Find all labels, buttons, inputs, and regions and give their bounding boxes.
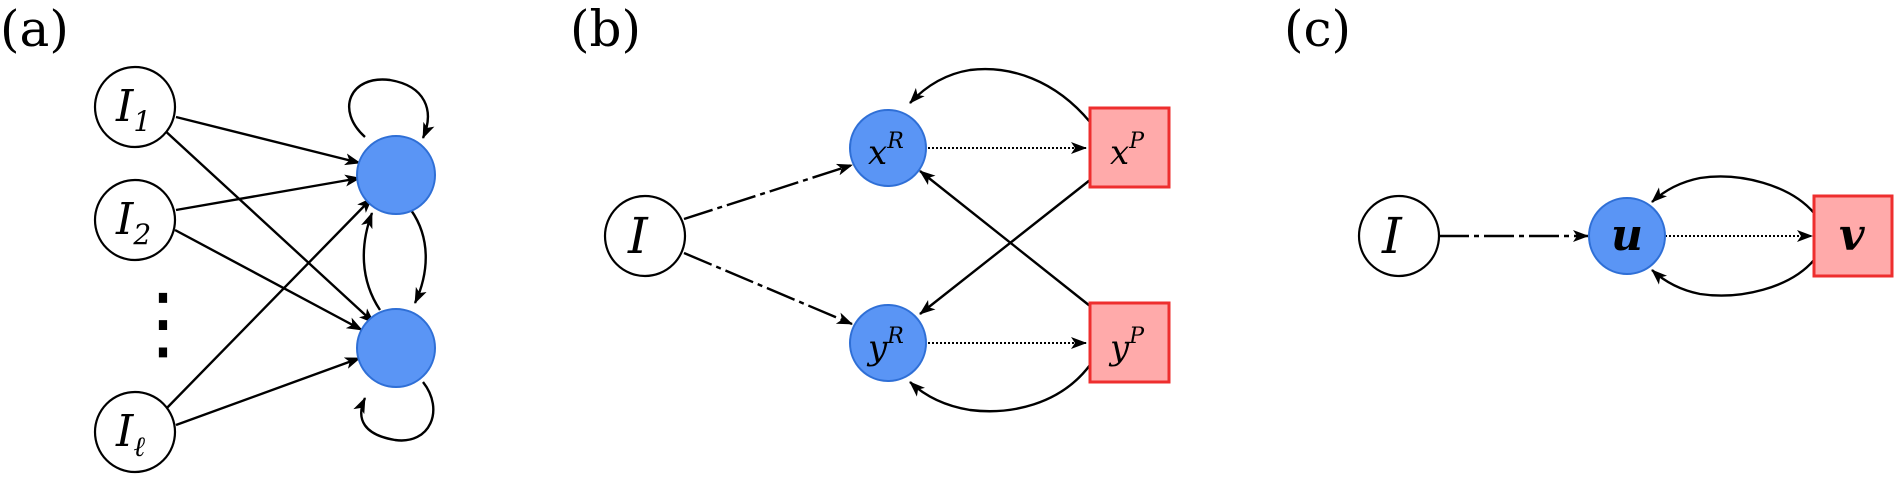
svg-text:I2: I2 (115, 194, 151, 251)
panel-a: (a) I1 I2 ⋮ Iℓ (0, 0, 436, 474)
svg-text:v: v (1839, 210, 1865, 261)
blue-node-bottom (356, 308, 436, 388)
node-u: u (1588, 197, 1666, 275)
svg-text:I1: I1 (115, 81, 151, 138)
edge-il-top (161, 197, 373, 414)
edge-i2-top (175, 174, 361, 212)
edge-yp-to-yr (909, 364, 1091, 413)
edge-xp-to-xr (909, 67, 1091, 123)
svg-text:xP: xP (1110, 129, 1145, 173)
panel-a-input-edges (161, 115, 375, 427)
node-xp: xP (1088, 106, 1171, 189)
edge-xp-to-yr (919, 179, 1091, 315)
svg-text:I: I (627, 207, 649, 265)
svg-text:xR: xR (868, 129, 904, 173)
panel-a-label: (a) (0, 0, 69, 58)
input-node-i2: I2 (93, 178, 177, 262)
svg-text:I: I (1381, 207, 1403, 265)
edge-v-to-u-top (1651, 175, 1815, 214)
panel-c: (c) I u v (1284, 0, 1894, 297)
node-yr: yR (849, 304, 927, 382)
blue-node-top (356, 135, 436, 215)
panel-c-label: (c) (1284, 0, 1351, 58)
svg-text:yP: yP (1108, 324, 1145, 368)
edge-i1-bottom (161, 127, 375, 324)
svg-text:u: u (1611, 210, 1643, 261)
edge-i-to-xr (683, 163, 853, 221)
node-v: v (1812, 194, 1894, 278)
edge-i1-top (175, 115, 361, 166)
input-node-i1: I1 (93, 65, 177, 149)
edge-bottom-to-top (361, 212, 381, 311)
edge-i-to-yr (683, 251, 853, 326)
input-node-b: I (603, 194, 687, 278)
ellipsis-dots: ⋮ (123, 276, 203, 369)
edge-top-to-bottom (410, 209, 427, 304)
panel-b-label: (b) (570, 0, 641, 58)
node-xr: xR (849, 109, 927, 187)
edge-il-bottom (175, 356, 361, 427)
input-node-il: Iℓ (93, 390, 177, 474)
svg-text:Iℓ: Iℓ (115, 406, 145, 463)
edge-yp-to-xr (919, 170, 1091, 307)
self-loop-top (347, 78, 435, 139)
svg-text:yR: yR (866, 324, 904, 368)
self-loop-bottom (353, 381, 435, 442)
edge-i2-bottom (174, 228, 363, 332)
edge-v-to-u-bottom (1651, 259, 1815, 297)
node-yp: yP (1088, 301, 1171, 384)
input-node-c: I (1357, 194, 1441, 278)
panel-b: (b) I xR yR xP (570, 0, 1171, 413)
